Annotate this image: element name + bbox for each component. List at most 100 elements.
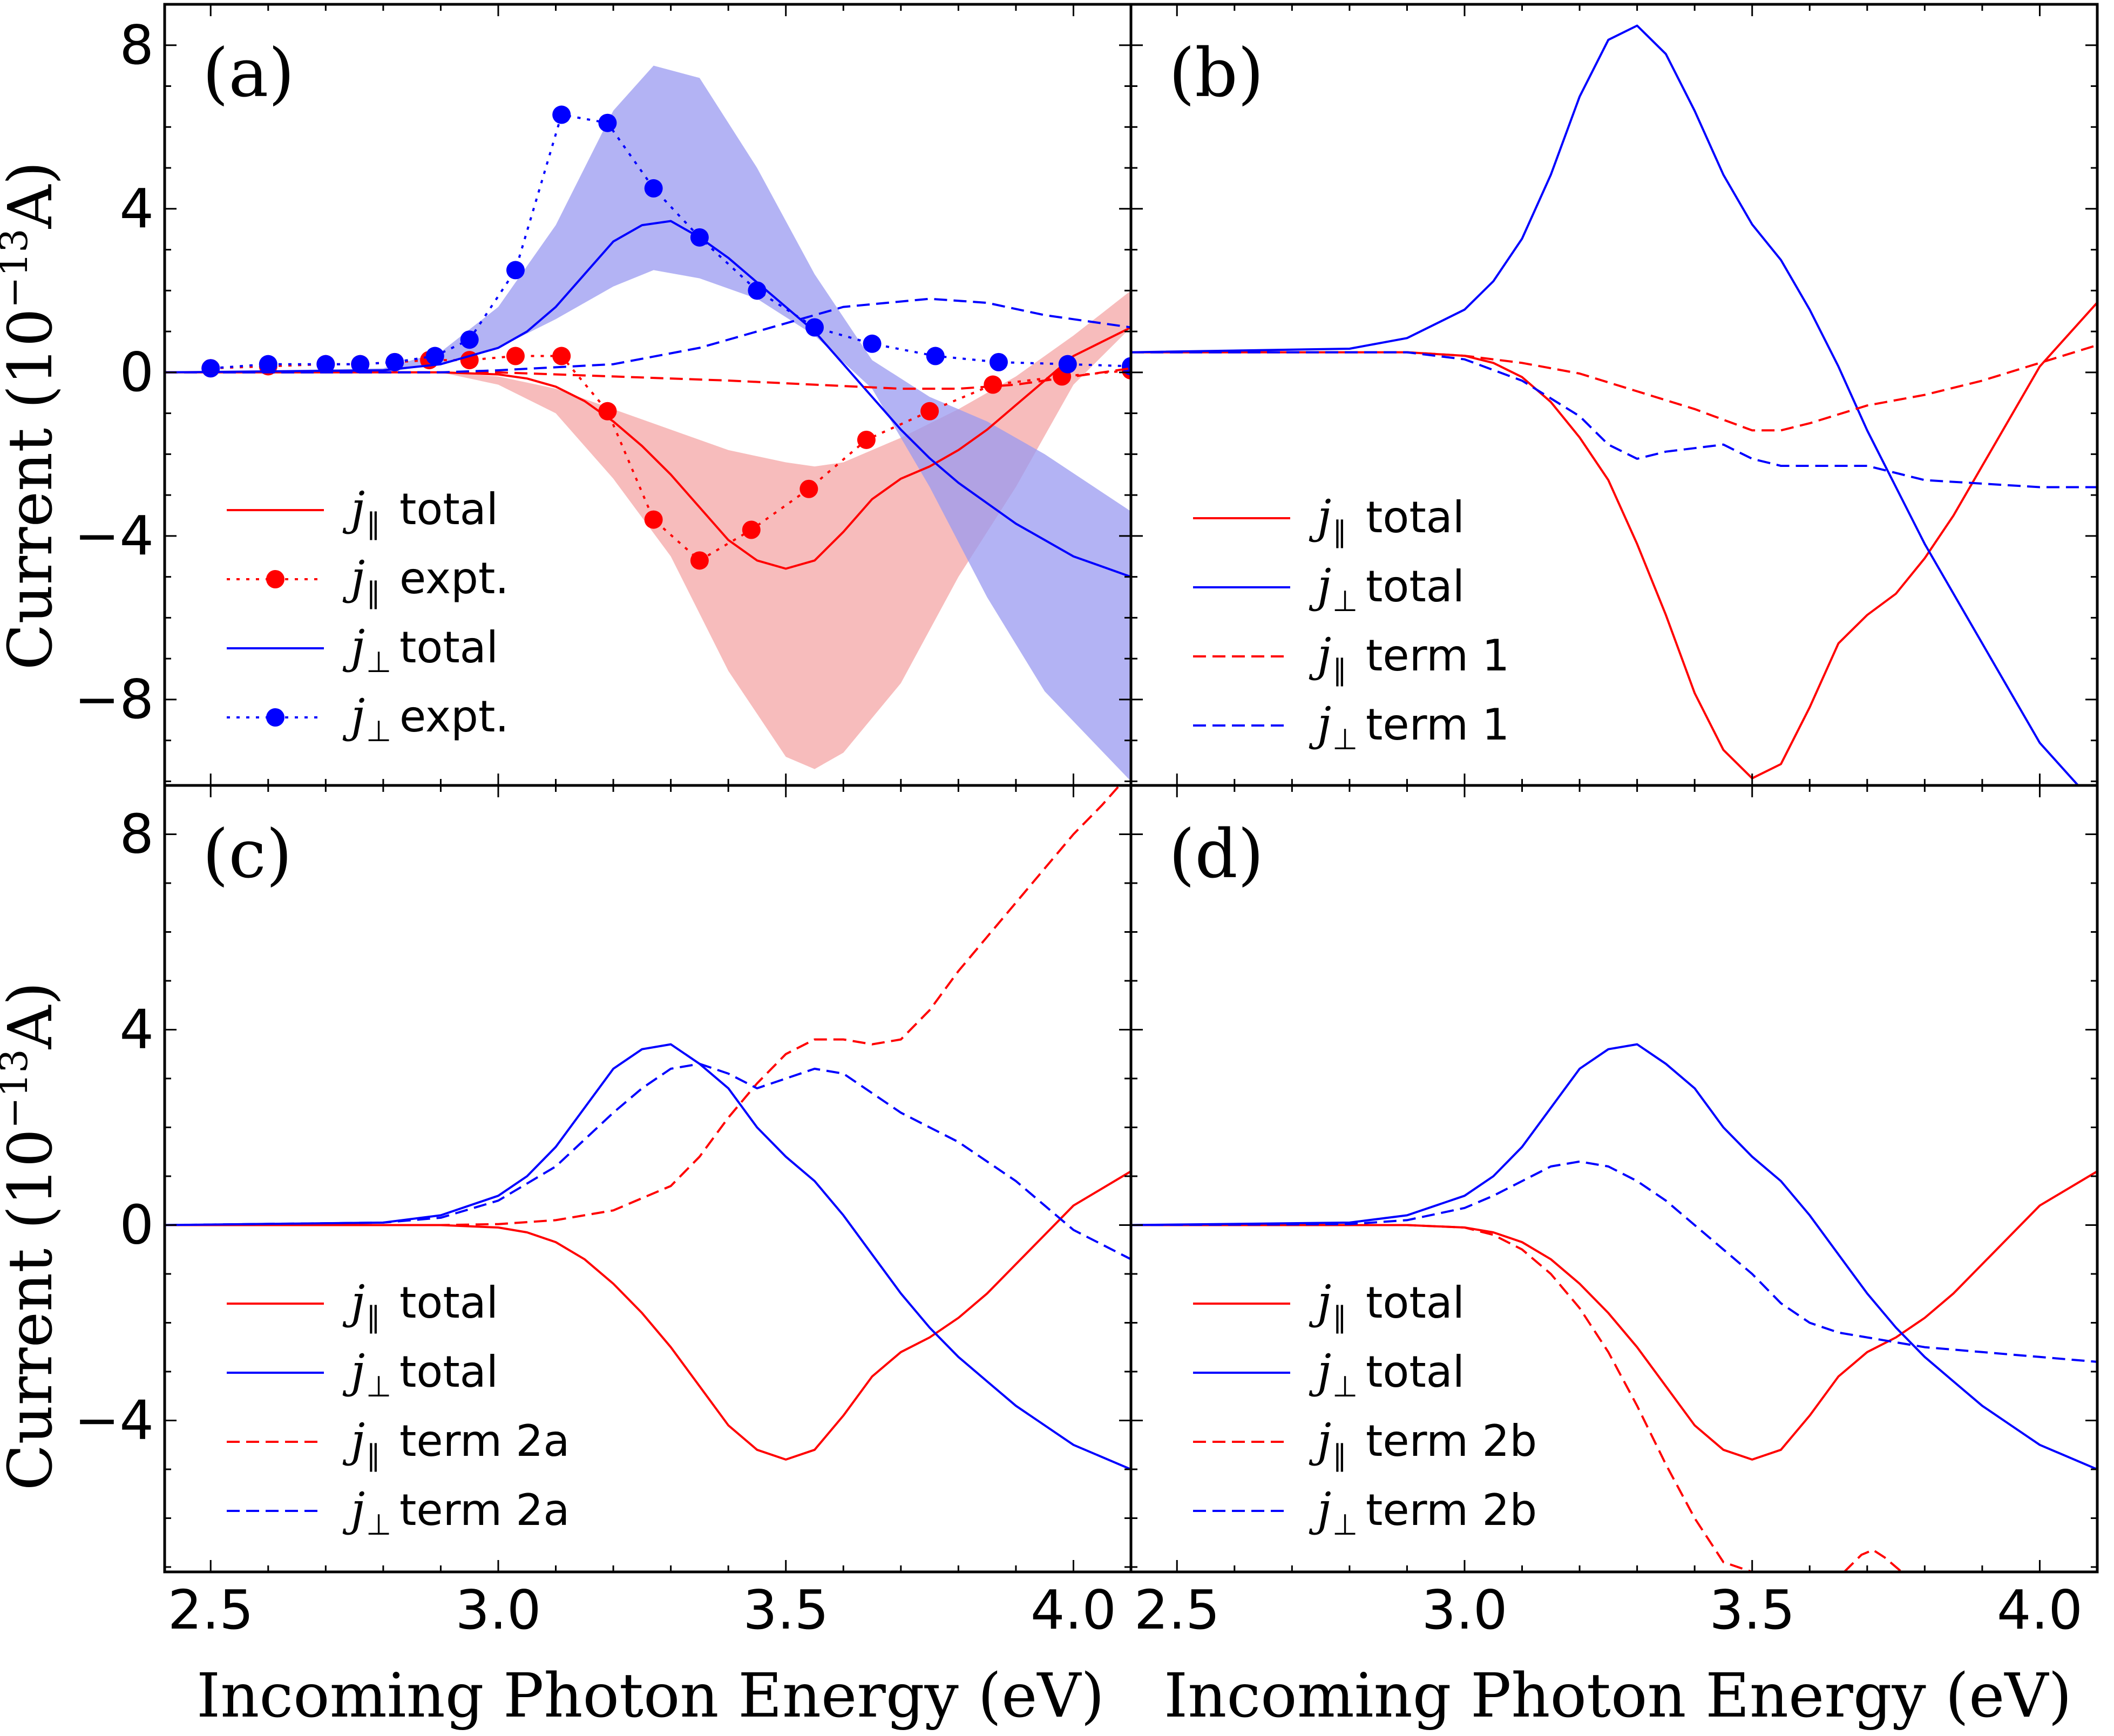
panel-label: (b) bbox=[1169, 35, 1264, 112]
data-point bbox=[1122, 357, 1131, 376]
legend-label: total bbox=[1366, 492, 1465, 542]
x-tick-label: 3.0 bbox=[1421, 1578, 1507, 1642]
legend-label: term 2a bbox=[399, 1485, 570, 1535]
y-tick-label: 0 bbox=[119, 341, 154, 404]
legend-marker-3 bbox=[266, 708, 284, 727]
legend-label: expt. bbox=[399, 553, 509, 603]
data-point bbox=[690, 551, 709, 570]
data-point bbox=[552, 105, 571, 124]
x-tick-label: 2.5 bbox=[1134, 1578, 1220, 1642]
data-point bbox=[805, 318, 824, 337]
data-point bbox=[506, 347, 525, 365]
plot-area bbox=[1131, 24, 2097, 785]
panel-label: (c) bbox=[202, 816, 292, 893]
panel-label: (d) bbox=[1169, 816, 1264, 893]
data-point bbox=[748, 281, 767, 300]
plot-frame bbox=[1129, 784, 2099, 1574]
data-point bbox=[316, 355, 335, 374]
data-point bbox=[742, 520, 761, 539]
data-point bbox=[598, 113, 617, 132]
legend-label: expt. bbox=[399, 691, 509, 742]
data-point bbox=[506, 261, 525, 280]
data-point bbox=[799, 479, 818, 498]
y-tick-label: 4 bbox=[119, 177, 154, 240]
y-tick-label: 0 bbox=[119, 1193, 154, 1256]
x-tick-label: 2.5 bbox=[168, 1578, 254, 1642]
y-tick-label: 8 bbox=[119, 802, 154, 865]
data-point bbox=[598, 402, 617, 421]
uncertainty-band-0 bbox=[165, 290, 1131, 769]
legend-subscript: ∥ bbox=[366, 1300, 381, 1334]
data-point bbox=[690, 228, 709, 247]
series-line-3 bbox=[165, 1062, 1131, 1260]
y-tick-label: 8 bbox=[119, 13, 154, 77]
series-line-2 bbox=[1131, 1224, 1753, 1572]
series-line-0 bbox=[1131, 1170, 2097, 1461]
legend-subscript: ∥ bbox=[1332, 1439, 1347, 1473]
y-tick-label: −4 bbox=[74, 504, 154, 567]
legend-label: total bbox=[1366, 561, 1465, 612]
legend-subscript: ⊥ bbox=[1332, 584, 1358, 618]
data-point bbox=[644, 179, 663, 198]
data-point bbox=[857, 430, 876, 449]
series-line-2 bbox=[165, 785, 1121, 1226]
data-point bbox=[460, 330, 479, 349]
legend-subscript: ⊥ bbox=[366, 1508, 391, 1542]
data-point bbox=[351, 355, 370, 374]
x-tick-label: 3.0 bbox=[455, 1578, 541, 1642]
legend-label: total bbox=[399, 1278, 498, 1328]
legend-subscript: ∥ bbox=[366, 507, 381, 541]
series-line-1 bbox=[165, 1043, 1131, 1470]
legend-subscript: ⊥ bbox=[366, 714, 391, 748]
y-tick-label: 4 bbox=[119, 998, 154, 1061]
x-tick-label: 3.5 bbox=[1709, 1578, 1795, 1642]
y-axis-title-bottom: Current (10−13A) bbox=[0, 982, 66, 1490]
legend-label: total bbox=[399, 1347, 498, 1397]
legend-subscript: ⊥ bbox=[1332, 1508, 1358, 1542]
series-line-4 bbox=[165, 367, 1131, 390]
legend-marker-1 bbox=[266, 570, 284, 588]
legend-subscript: ∥ bbox=[366, 1439, 381, 1473]
data-point bbox=[259, 355, 277, 374]
y-tick-label: −8 bbox=[74, 668, 154, 731]
y-axis-title-top: Current (10−13A) bbox=[0, 161, 66, 670]
legend-subscript: ⊥ bbox=[366, 645, 391, 679]
legend-subscript: ⊥ bbox=[1332, 722, 1358, 756]
series-line-0 bbox=[1131, 302, 2097, 779]
data-point bbox=[984, 375, 1002, 394]
plot-area bbox=[1131, 1043, 2097, 1572]
y-tick-label: −4 bbox=[74, 1388, 154, 1452]
series-line-0 bbox=[165, 326, 1131, 570]
legend-label: term 2a bbox=[399, 1416, 570, 1466]
series-line-5 bbox=[165, 297, 1131, 374]
data-point bbox=[385, 352, 404, 371]
plot-area bbox=[165, 785, 1131, 1470]
series-line-2 bbox=[1131, 344, 2097, 432]
legend-subscript: ⊥ bbox=[366, 1369, 391, 1403]
legend-label: term 1 bbox=[1366, 630, 1509, 681]
data-point bbox=[1058, 355, 1077, 374]
x-axis-title-left: Incoming Photon Energy (eV) bbox=[197, 1661, 1105, 1731]
series-line-1 bbox=[1131, 24, 2080, 785]
data-point bbox=[863, 334, 882, 353]
data-point bbox=[425, 347, 444, 365]
series-line-4 bbox=[1131, 1160, 2097, 1363]
legend-label: total bbox=[399, 484, 498, 534]
x-tick-label: 3.5 bbox=[743, 1578, 829, 1642]
uncertainty-band-1 bbox=[165, 65, 1131, 782]
legend-label: total bbox=[1366, 1278, 1465, 1328]
series-line-0 bbox=[165, 1170, 1131, 1461]
data-point bbox=[920, 402, 939, 421]
series-line-1 bbox=[1131, 1043, 2097, 1470]
legend-label: total bbox=[1366, 1347, 1465, 1397]
legend-label: term 2b bbox=[1366, 1416, 1537, 1466]
